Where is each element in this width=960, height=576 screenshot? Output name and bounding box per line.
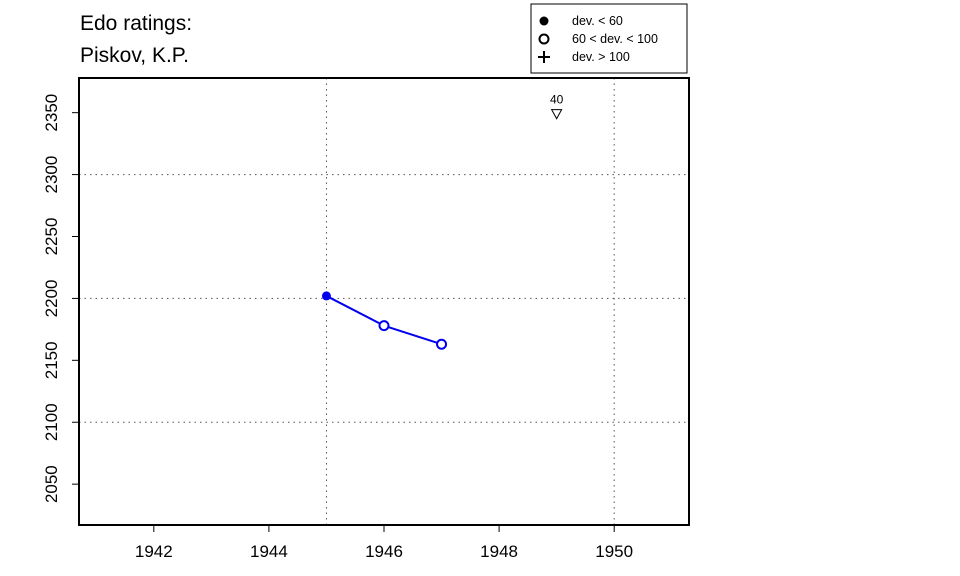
series-layer bbox=[321, 291, 448, 350]
x-tick-label-2: 1946 bbox=[365, 542, 403, 561]
chart-title-line-2: Piskov, K.P. bbox=[80, 44, 189, 67]
annotation-layer: 40 bbox=[550, 93, 564, 120]
legend-plus-icon bbox=[538, 51, 550, 63]
legend-open-circle-icon bbox=[538, 33, 550, 45]
y-axis: 2050 2100 2150 2200 2250 2300 2350 bbox=[42, 94, 79, 503]
annotation-triangle-down-icon-0 bbox=[550, 109, 563, 120]
data-point-0-0 bbox=[321, 291, 331, 301]
legend-label-2: 60 < dev. < 100 bbox=[572, 32, 658, 46]
x-tick-label-0: 1942 bbox=[135, 542, 173, 561]
y-tick-label-4: 2250 bbox=[42, 218, 61, 256]
x-tick-label-3: 1948 bbox=[480, 542, 518, 561]
y-tick-label-1: 2100 bbox=[42, 403, 61, 441]
legend-label-3: dev. > 100 bbox=[572, 50, 630, 64]
plot-frame bbox=[78, 77, 690, 526]
chart-title-line-1: Edo ratings: bbox=[80, 12, 192, 35]
y-tick-label-3: 2200 bbox=[42, 279, 61, 317]
x-tick-label-4: 1950 bbox=[595, 542, 633, 561]
y-tick-label-5: 2300 bbox=[42, 156, 61, 194]
legend-filled-circle-icon bbox=[539, 16, 549, 26]
legend-box bbox=[530, 3, 688, 74]
series-line-0 bbox=[325, 295, 442, 346]
y-tick-label-6: 2350 bbox=[42, 94, 61, 132]
legend-label-1: dev. < 60 bbox=[572, 14, 623, 28]
x-axis: 1942 1944 1946 1948 1950 bbox=[135, 525, 633, 561]
y-tick-label-0: 2050 bbox=[42, 465, 61, 503]
data-point-0-2 bbox=[436, 338, 448, 350]
y-tick-label-2: 2150 bbox=[42, 341, 61, 379]
legend: dev. < 60 60 < dev. < 100 dev. > 100 bbox=[530, 3, 688, 74]
x-tick-label-1: 1944 bbox=[250, 542, 288, 561]
annotation-label-0: 40 bbox=[550, 93, 564, 107]
data-point-0-1 bbox=[378, 320, 390, 332]
grid-layer bbox=[79, 78, 689, 525]
